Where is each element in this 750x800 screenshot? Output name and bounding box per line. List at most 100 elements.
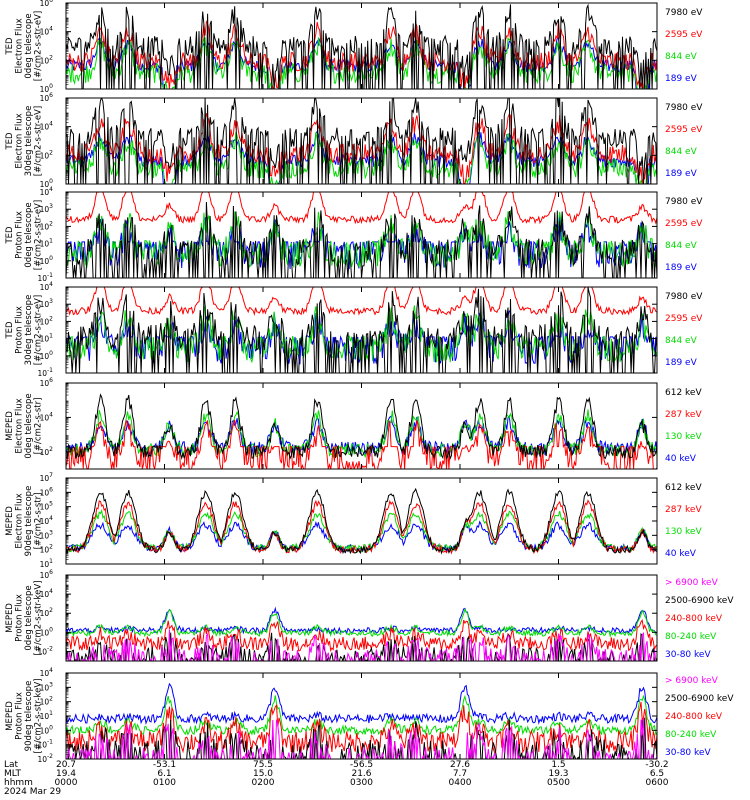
panel-1-ylabel-line: Electron Flux	[15, 18, 25, 73]
panel-3-legend-1: 7980 eV	[665, 197, 703, 207]
panel-6-legend-2: 287 keV	[665, 505, 702, 515]
panel-4-ytick-label: 101	[40, 333, 54, 344]
panel-6-ytick-label: 101	[40, 558, 54, 569]
panel-8-ylabel-line: [#/cm2-s-str-keV]	[34, 679, 44, 754]
panel-1-ytick-label: 100	[40, 83, 54, 94]
panel-1-series-3	[66, 36, 657, 89]
panel-8-ylabel-line: 90deg telescope	[24, 681, 34, 752]
panel-7-legend-3: 240-800 keV	[665, 614, 723, 624]
panel-5-legend-2: 287 keV	[665, 410, 702, 420]
time-axis-mlt: 6.5	[650, 769, 664, 779]
time-axis-row-label: MLT	[4, 769, 22, 779]
panel-7-ylabel-line: MEPED	[5, 603, 15, 633]
panel-5-legend-1: 612 keV	[665, 388, 702, 398]
panel-5-series-1	[66, 393, 657, 461]
panel-6-legend-1: 612 keV	[665, 483, 702, 493]
panel-7-ytick-label: 100	[40, 626, 54, 637]
panel-6-ylabel-line: [#/cm2-s-str]	[34, 493, 44, 550]
panel-1-legend-4: 189 eV	[665, 74, 698, 84]
panel-4-legend-2: 2595 eV	[665, 314, 703, 324]
panel-6-legend-4: 40 keV	[665, 549, 697, 559]
panel-8-series-1	[66, 718, 657, 759]
panel-5-ylabel-line: [#/cm2-s-str]	[34, 398, 44, 455]
panel-8-legend-4: 80-240 keV	[665, 730, 717, 740]
panel-8-legend-1: > 6900 keV	[665, 676, 719, 686]
panel-1-legend-2: 2595 eV	[665, 30, 703, 40]
time-axis-lat: 27.6	[450, 760, 470, 770]
panel-3-ylabel-line: TED	[5, 226, 15, 245]
panel-4-ytick-label: 100	[40, 350, 54, 361]
panel-2-ytick-label: 104	[40, 121, 54, 132]
panel-2-ylabel-line: [#/cm2-s-str-eV]	[34, 106, 44, 176]
panel-3-ytick-label: 10-1	[37, 272, 53, 283]
panel-8-ytick-label: 10-2	[37, 753, 53, 764]
panel-4-legend-1: 7980 eV	[665, 292, 703, 302]
panel-7-legend-1: > 6900 keV	[665, 578, 719, 588]
panel-2-ylabel-line: TED	[5, 132, 15, 151]
time-axis-hhmm: 0300	[350, 778, 373, 788]
panel-6: 101 102 103 104 105 106 107 MEPED Electron Flux 9…	[5, 472, 702, 569]
panel-4-ytick-label: 10-1	[37, 367, 53, 378]
panel-2-legend-3: 844 eV	[665, 147, 698, 157]
panel-6-ytick-label: 106	[40, 486, 54, 497]
panel-7-series-3	[66, 619, 657, 653]
panel-8-ytick-label: 103	[40, 681, 54, 692]
panel-3-legend-4: 189 eV	[665, 263, 698, 273]
panel-4-plot-area	[66, 287, 657, 373]
panel-8-ylabel-line: Proton Flux	[15, 692, 25, 740]
time-axis-hhmm: 0000	[55, 778, 78, 788]
panel-3-series-1	[66, 201, 657, 278]
panel-8-plot-area	[66, 682, 657, 759]
time-axis-hhmm: 0600	[646, 778, 669, 788]
panel-3-ytick-label: 103	[40, 203, 54, 214]
panel-2-ylabel-line: Electron Flux	[15, 113, 25, 168]
panel-4-ylabel-line: TED	[5, 321, 15, 340]
panel-2-plot-area	[66, 98, 657, 184]
panel-7-legend-2: 2500-6900 keV	[665, 596, 734, 606]
panel-3-ylabel-line: [#/cm2-s-str-eV]	[34, 200, 44, 270]
panel-1-ytick-label: 106	[40, 0, 54, 8]
time-axis-hhmm: 0400	[449, 778, 472, 788]
time-axis-lat: -56.5	[350, 760, 373, 770]
panel-2-ylabel: TED Electron Flux 30deg telescope [#/cm2-s-…	[5, 106, 44, 177]
panel-8-series-5	[66, 682, 657, 725]
panel-1-ylabel-line: [#/cm2-s-str-eV]	[34, 11, 44, 81]
panel-3-series-2	[66, 192, 657, 225]
panel-4: 10-1 100 101 102 103 104 TED Proton Flux 30deg t…	[5, 281, 703, 378]
panel-8-ytick-label: 104	[40, 667, 54, 678]
panel-7-series-5	[66, 606, 657, 635]
panel-3-ylabel-line: Proton Flux	[15, 211, 25, 259]
panel-6-ytick-label: 102	[40, 544, 54, 555]
panel-7-ylabel: MEPED Proton Flux 0deg telescope [#/cm2-s-s…	[5, 581, 44, 656]
panel-5-series-3	[66, 409, 657, 459]
panel-6-ylabel-line: 90deg telescope	[24, 486, 34, 557]
panel-5-ytick-label: 104	[40, 411, 54, 422]
time-axis-lat: -53.1	[153, 760, 176, 770]
panel-6-ylabel-line: MEPED	[5, 506, 15, 536]
panel-3-plot-area	[66, 192, 657, 278]
panel-2-ylabel-line: 30deg telescope	[24, 106, 34, 177]
panel-8-legend-2: 2500-6900 keV	[665, 694, 734, 704]
panel-2-series-2	[66, 112, 657, 184]
panel-1-series-1	[66, 3, 657, 89]
panel-5-frame	[65, 382, 658, 470]
panel-2-legend-4: 189 eV	[665, 169, 698, 179]
time-axis-row-label: hhmm	[4, 778, 33, 788]
panel-4-ytick-label: 103	[40, 298, 54, 309]
panel-3-ylabel: TED Proton Flux 0deg telescope [#/cm2-s-str…	[5, 200, 44, 270]
panel-5-ytick-label: 102	[40, 446, 54, 457]
panel-2-legend-1: 7980 eV	[665, 103, 703, 113]
panel-7-series-2	[66, 632, 657, 661]
panel-4-ytick-label: 104	[40, 281, 54, 292]
time-axis-lat: 75.5	[253, 760, 273, 770]
panel-4-ylabel-line: [#/cm2-s-str-eV]	[34, 295, 44, 365]
panel-3-ytick-label: 101	[40, 238, 54, 249]
panel-6-ytick-label: 103	[40, 529, 54, 540]
time-axis-lat: 20.7	[56, 760, 76, 770]
panel-5-ylabel-line: Electron Flux	[15, 398, 25, 453]
time-axis-mlt: 15.0	[253, 769, 273, 779]
